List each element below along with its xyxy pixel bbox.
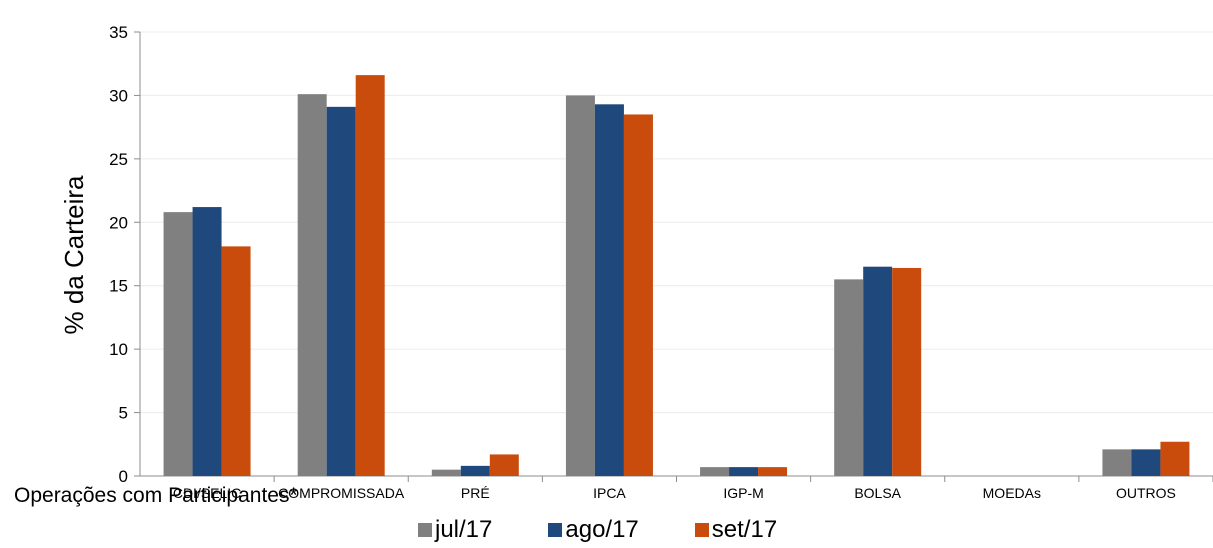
bar: [163, 212, 193, 476]
bar: [892, 267, 922, 476]
axes: [134, 31, 1213, 482]
y-tick-label: 30: [109, 86, 128, 105]
bar: [1160, 441, 1190, 476]
bar: [355, 75, 385, 476]
legend-label: set/17: [711, 516, 778, 543]
y-tick-label: 5: [119, 404, 128, 423]
bar: [729, 467, 759, 476]
x-tick-label: PRÉ: [461, 485, 490, 501]
x-tick-label: MOEDAs: [983, 485, 1041, 501]
bar: [1131, 449, 1161, 476]
legend-item: set/17: [694, 516, 778, 544]
y-tick-label: 20: [109, 213, 128, 232]
legend-swatch: [548, 523, 563, 537]
bar: [326, 106, 356, 477]
axis-labels: 0 5 10 15 20 25 30 35 CDI/SELIC COMPROMISSADA PRÉ I…: [109, 23, 1176, 501]
y-axis-label: % da Carteira: [59, 175, 89, 334]
legend-swatch: [418, 523, 432, 537]
legend: jul/17 ago/17 set/17: [418, 516, 833, 544]
bar: [297, 94, 327, 476]
y-tick-label: 0: [119, 467, 128, 486]
footnote: Operações com Participantes*: [14, 484, 298, 507]
x-tick-label: COMPROMISSADA: [278, 485, 405, 501]
bar: [1102, 449, 1132, 476]
legend-swatch: [694, 523, 709, 537]
x-tick-label: IPCA: [593, 485, 626, 501]
y-tick-label: 15: [109, 277, 128, 296]
bar: [489, 454, 519, 476]
bar: [565, 95, 595, 476]
bar: [700, 467, 730, 476]
legend-label: ago/17: [565, 516, 639, 543]
legend-label: jul/17: [435, 516, 493, 543]
y-tick-label: 25: [109, 150, 128, 169]
bar: [594, 104, 624, 477]
bar: [834, 279, 864, 476]
bars: [163, 75, 1190, 477]
bar: [863, 266, 893, 476]
bar: [431, 469, 461, 476]
x-tick-label: CDI/SELIC: [173, 485, 241, 501]
y-tick-label: 35: [109, 23, 128, 42]
x-tick-label: OUTROS: [1116, 485, 1176, 501]
bar: [623, 114, 653, 476]
bar: [460, 465, 490, 476]
bar: [192, 207, 222, 476]
x-tick-label: BOLSA: [854, 485, 901, 501]
legend-item: ago/17: [548, 516, 639, 544]
legend-item: jul/17: [418, 516, 492, 544]
y-tick-label: 10: [109, 340, 128, 359]
bar: [221, 246, 251, 476]
x-tick-label: IGP-M: [723, 485, 763, 501]
bar: [758, 467, 788, 476]
